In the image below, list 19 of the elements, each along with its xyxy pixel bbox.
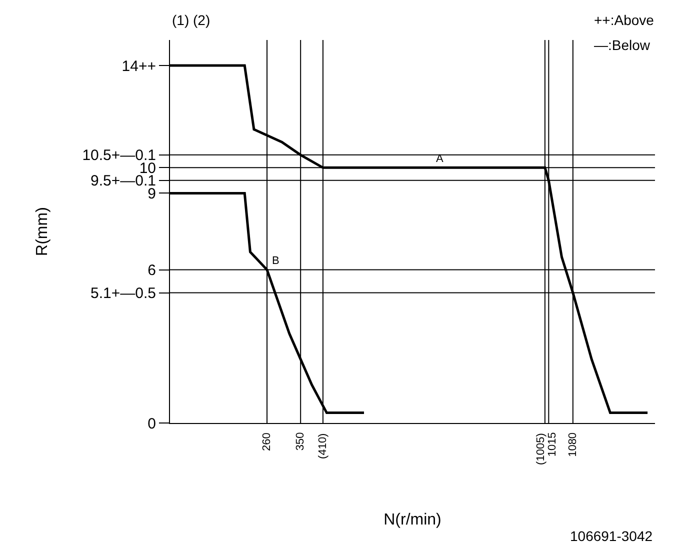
annotation: —:Below <box>594 37 651 53</box>
y-tick-label: 6 <box>148 262 156 280</box>
x-tick-label: (1005) <box>534 433 547 465</box>
x-tick-label: (410) <box>316 433 329 459</box>
y-tick-label: 14++ <box>122 58 156 75</box>
x-axis-title: N(r/min) <box>384 512 442 529</box>
annotation: A <box>436 153 444 165</box>
x-tick-label: 260 <box>261 432 273 451</box>
y-tick-label: 0 <box>148 415 156 432</box>
text: 106691-3042 <box>570 528 653 544</box>
x-tick-label: 1080 <box>566 432 579 457</box>
annotation: B <box>272 255 280 267</box>
x-tick-label: 1015 <box>546 432 559 457</box>
x-tick-label: 350 <box>294 432 307 451</box>
text: (1) (2) <box>172 12 210 28</box>
text: ++:Above <box>594 12 654 28</box>
y-tick-label: 5.1+—0.5 <box>90 285 156 302</box>
y-tick-label: 9 <box>148 185 156 202</box>
y-axis-title: R(mm) <box>34 207 52 256</box>
